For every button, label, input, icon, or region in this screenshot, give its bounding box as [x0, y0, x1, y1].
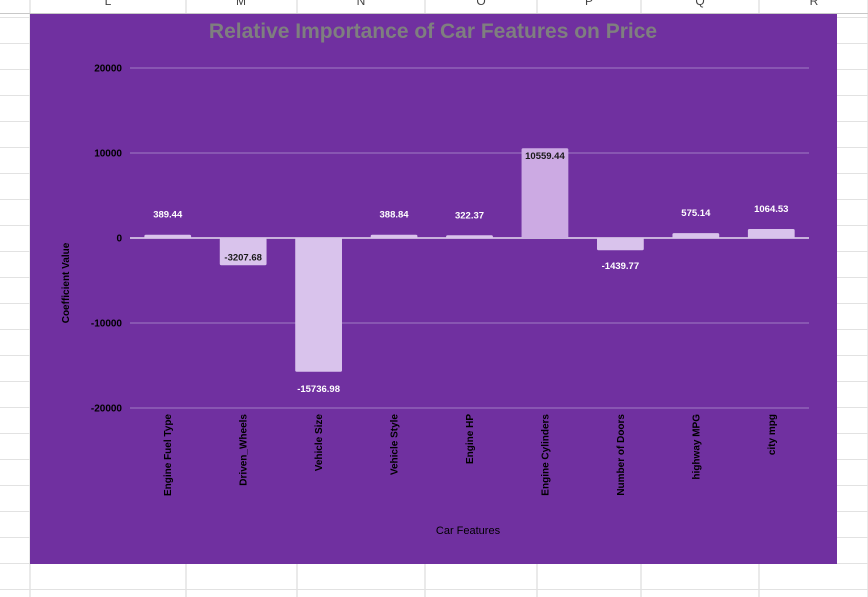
chart-area[interactable]: Relative Importance of Car Features on P… — [30, 14, 837, 564]
chart-title: Relative Importance of Car Features on P… — [209, 20, 657, 43]
data-label: -3207.68 — [224, 252, 262, 263]
y-axis-label: Coefficient Value — [61, 242, 72, 323]
x-tick-label: Driven_Wheels — [239, 414, 250, 486]
x-axis-label: Car Features — [436, 525, 501, 537]
bar-engine-cylinders[interactable] — [521, 148, 569, 238]
bar-city-mpg[interactable] — [747, 228, 795, 238]
x-tick-label: highway MPG — [691, 414, 702, 480]
column-header-n[interactable]: N — [357, 0, 366, 8]
data-label: -15736.98 — [297, 384, 340, 395]
bar-engine-fuel-type[interactable] — [144, 234, 192, 238]
data-label: 10559.44 — [525, 151, 565, 162]
x-tick-label: Vehicle Size — [314, 414, 325, 472]
column-header-o[interactable]: O — [476, 0, 485, 8]
bar-engine-hp[interactable] — [446, 235, 493, 238]
y-tick-label: 0 — [116, 234, 122, 245]
data-label: -1439.77 — [602, 261, 640, 272]
column-header-p[interactable]: P — [585, 0, 593, 8]
x-tick-label: Engine Cylinders — [540, 414, 551, 496]
bar-vehicle-style[interactable] — [370, 234, 418, 238]
x-tick-label: Engine HP — [465, 414, 476, 464]
data-label: 388.84 — [380, 210, 410, 221]
y-tick-label: 20000 — [94, 64, 122, 75]
y-tick-label: 10000 — [94, 149, 122, 160]
data-label: 1064.53 — [754, 204, 788, 215]
data-label: 389.44 — [153, 210, 183, 221]
x-tick-label: Engine Fuel Type — [163, 414, 174, 496]
bar-number-of-doors[interactable] — [597, 238, 644, 251]
column-header-q[interactable]: Q — [695, 0, 704, 8]
bar-driven-wheels[interactable] — [219, 238, 267, 266]
x-tick-label: city mpg — [767, 414, 778, 455]
y-tick-label: -20000 — [91, 404, 123, 415]
bar-chart: Relative Importance of Car Features on P… — [61, 20, 809, 537]
data-label: 322.37 — [455, 210, 484, 221]
column-header-l[interactable]: L — [105, 0, 112, 8]
x-tick-label: Number of Doors — [616, 414, 627, 496]
bar-highway-mpg[interactable] — [672, 233, 720, 238]
column-header-m[interactable]: M — [236, 0, 246, 8]
bar-vehicle-size[interactable] — [295, 238, 342, 372]
y-tick-label: -10000 — [91, 319, 123, 330]
data-label: 575.14 — [681, 208, 711, 219]
column-header-r[interactable]: R — [810, 0, 819, 8]
x-tick-label: Vehicle Style — [390, 414, 401, 476]
